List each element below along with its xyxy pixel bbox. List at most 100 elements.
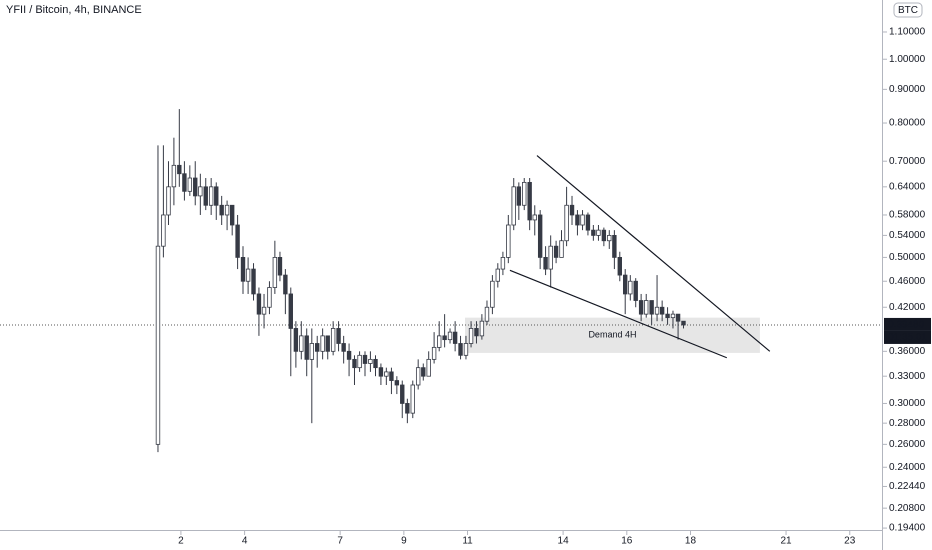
- candle-body: [564, 204, 569, 242]
- candle-body: [240, 257, 246, 282]
- candle-body: [325, 335, 330, 352]
- candle-body: [490, 280, 495, 308]
- x-tick-label: 18: [685, 536, 697, 547]
- candle-body: [659, 306, 665, 315]
- candle-body: [251, 268, 256, 295]
- last-price-box: [884, 317, 931, 331]
- candle-body: [193, 177, 198, 197]
- candle-body: [426, 358, 431, 377]
- x-tick-label: 23: [844, 536, 856, 547]
- candle-body: [638, 300, 644, 315]
- candle-body: [405, 403, 410, 414]
- candle-body: [352, 358, 357, 369]
- candle-body: [548, 245, 553, 270]
- y-tick-label: 0.19400: [889, 523, 926, 534]
- candle-body: [362, 354, 368, 364]
- candle-body: [208, 186, 214, 206]
- y-tick-label: 0.28000: [889, 418, 926, 429]
- candle-body: [474, 328, 479, 337]
- candle-body: [585, 214, 591, 231]
- candle-body: [575, 214, 580, 226]
- candle-body: [224, 204, 230, 216]
- demand-zone: [465, 317, 760, 353]
- candle-body: [527, 181, 532, 221]
- y-tick-label: 0.30000: [889, 398, 926, 409]
- x-tick-label: 4: [242, 536, 248, 547]
- candle-body: [447, 331, 453, 341]
- x-tick-label: 11: [462, 536, 473, 547]
- trendline: [536, 155, 771, 352]
- candle-body: [431, 346, 437, 360]
- y-tick-label: 0.26000: [889, 439, 926, 450]
- candle-body: [198, 186, 203, 197]
- candle-body: [410, 384, 415, 414]
- candle-body: [400, 384, 405, 404]
- candle-body: [171, 164, 177, 188]
- candle-body: [177, 164, 182, 175]
- candle-body: [543, 257, 548, 270]
- candle-body: [495, 268, 501, 282]
- x-tick-label: 16: [621, 536, 633, 547]
- candle-body: [421, 367, 426, 377]
- y-tick-label: 0.42000: [889, 302, 926, 313]
- candle-body: [649, 300, 654, 315]
- candle-body: [675, 313, 681, 322]
- candle-body: [500, 257, 506, 270]
- candle-body: [569, 204, 575, 216]
- candle-body: [245, 268, 251, 282]
- currency-badge[interactable]: [893, 2, 923, 18]
- candle-body: [516, 186, 522, 206]
- candle-body: [437, 335, 442, 348]
- candle-body: [458, 343, 463, 356]
- candle-body: [617, 257, 622, 276]
- candle-body: [628, 280, 633, 295]
- candle-body: [299, 335, 304, 352]
- candle-body: [341, 343, 346, 352]
- currency-label: BTC: [898, 5, 918, 16]
- countdown-box: [884, 330, 931, 344]
- candle-body: [214, 186, 219, 206]
- y-tick-label: 0.58000: [889, 210, 926, 221]
- candle-body: [229, 204, 235, 226]
- candle-body: [580, 214, 585, 226]
- candle-body: [468, 328, 474, 344]
- candle-body: [166, 186, 171, 216]
- candle-body: [559, 240, 564, 258]
- candle-body: [288, 293, 293, 329]
- candle-body: [532, 214, 537, 221]
- candle-body: [182, 173, 187, 192]
- y-tick-label: 0.36000: [889, 346, 926, 357]
- y-tick-label: 0.90000: [889, 84, 926, 95]
- candle-body: [155, 245, 161, 445]
- candle-body: [612, 234, 617, 258]
- candle-body: [463, 343, 469, 356]
- candle-body: [484, 306, 490, 322]
- candle-body: [357, 354, 362, 369]
- candle-body: [479, 320, 485, 337]
- candle-body: [293, 328, 299, 352]
- y-tick-label: 0.50000: [889, 252, 926, 263]
- candle-body: [442, 335, 447, 341]
- candle-body: [511, 186, 516, 226]
- candle-body: [378, 367, 384, 377]
- y-tick-label: 0.33000: [889, 371, 926, 382]
- countdown-label: 01:35:01: [888, 332, 927, 343]
- candle-body: [553, 245, 559, 258]
- candle-body: [415, 367, 421, 386]
- candle-body: [607, 234, 612, 242]
- candle-body: [304, 335, 309, 360]
- candle-body: [277, 257, 283, 276]
- y-tick-label: 0.22440: [889, 481, 926, 492]
- candle-body: [654, 306, 660, 315]
- candle-body: [644, 300, 649, 315]
- trendline: [509, 269, 728, 359]
- candle-body: [670, 313, 676, 319]
- y-tick-label: 0.20800: [889, 503, 926, 514]
- candle-body: [283, 274, 288, 295]
- candle-body: [389, 371, 394, 381]
- candle-body: [346, 350, 352, 360]
- y-tick-label: 0.54000: [889, 230, 926, 241]
- candle-body: [537, 214, 543, 258]
- zone-label: Demand 4H: [588, 330, 636, 340]
- candle-body: [368, 358, 373, 364]
